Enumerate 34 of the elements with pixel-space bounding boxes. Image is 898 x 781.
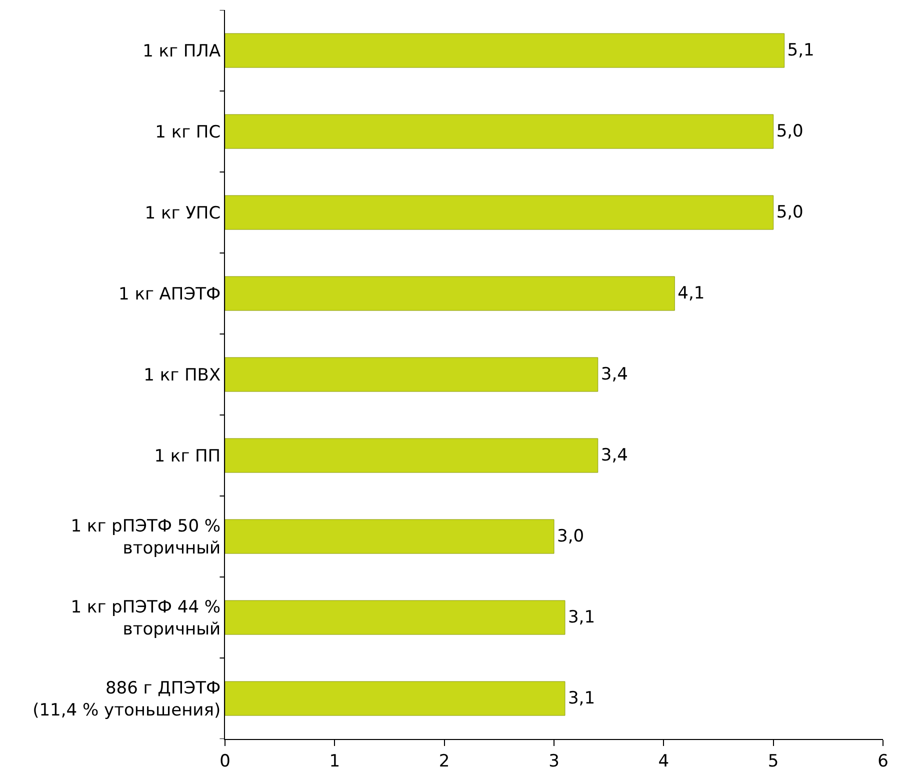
data-label: 3,4 (600, 446, 628, 466)
bar (225, 438, 598, 473)
x-tick-label: 5 (768, 751, 779, 772)
data-label: 5,1 (787, 40, 814, 60)
y-tick-label: 1 кг ПС (155, 122, 221, 142)
data-label: 3,1 (568, 608, 596, 628)
data-label: 5,0 (776, 122, 804, 142)
data-label: 3,0 (557, 526, 584, 546)
bar (225, 114, 774, 149)
bar (225, 33, 785, 68)
y-tick-label: 886 г ДПЭТФ (11,4 % утоньшения) (32, 678, 221, 720)
y-tick-label: 1 кг рПЭТФ 44 % вторичный (70, 597, 221, 640)
data-label: 3,4 (600, 364, 628, 384)
y-tick-label: 1 кг ПВХ (144, 365, 221, 386)
x-tick-label: 6 (878, 751, 888, 772)
bar (225, 600, 566, 635)
x-tick-label: 2 (438, 751, 450, 772)
y-tick-label: 1 кг рПЭТФ 50 % вторичный (70, 516, 221, 558)
x-tick-label: 1 (329, 751, 340, 772)
x-tick-label: 3 (548, 751, 560, 772)
bar (225, 681, 566, 716)
x-tick-label: 4 (658, 751, 670, 772)
bar (225, 276, 675, 311)
bar (225, 357, 598, 392)
y-tick-label: 1 кг АПЭТФ (118, 284, 221, 304)
bar (225, 519, 554, 554)
data-label: 3,1 (568, 688, 596, 708)
data-label: 5,0 (776, 202, 804, 222)
x-tick-label: 0 (220, 751, 230, 772)
y-tick-label: 1 кг ПЛА (142, 41, 221, 62)
y-tick-label: 1 кг УПС (144, 203, 221, 224)
data-label: 4,1 (678, 284, 705, 304)
bar (225, 195, 774, 230)
y-tick-label: 1 кг ПП (154, 446, 221, 466)
